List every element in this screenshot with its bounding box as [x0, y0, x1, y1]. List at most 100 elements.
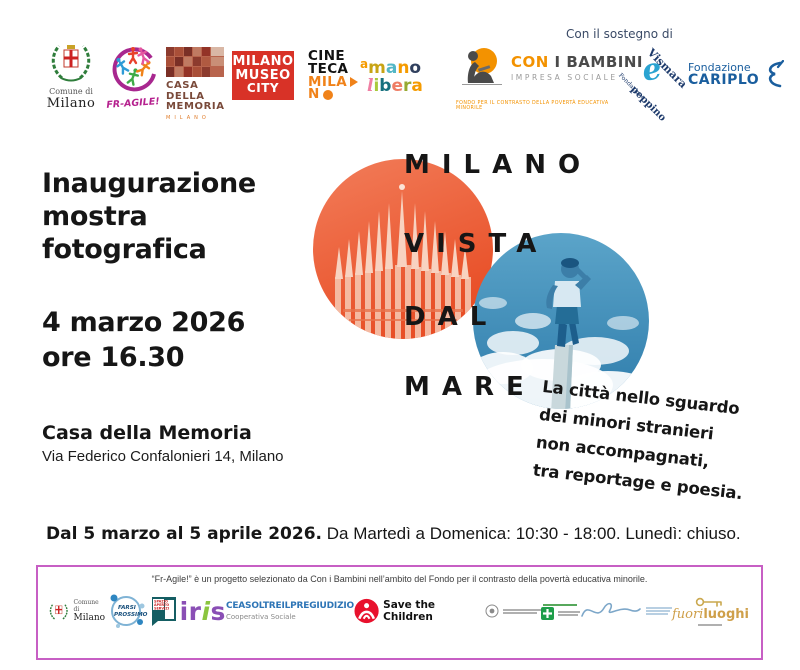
casa-memoria-line1: CASA DELLA — [166, 80, 205, 102]
duomo-red-circle-image — [313, 159, 493, 339]
comune-label-line1: Comune di — [49, 87, 93, 96]
signature-text-bar — [645, 613, 668, 615]
footer-logo-ceas: CEASOLTREILPREGIUDIZIO Cooperativa Socia… — [226, 601, 354, 621]
cineteca-line1: CINE — [308, 48, 346, 64]
fuoriluoghi-part1: fuori — [671, 606, 704, 622]
title-word-mare: MARE — [404, 372, 536, 402]
iris-part2: i — [201, 596, 211, 626]
museocity-line2: MUSEO — [235, 67, 291, 83]
farsi-prossimo-icon: FARSI PROSSIMO — [110, 594, 148, 628]
signature-text-bar — [645, 607, 672, 609]
logo-comune-di-milano: Comune di Milano — [42, 40, 100, 111]
cineteca-circle-icon — [322, 89, 333, 100]
support-label: Con il sostegno di — [566, 27, 673, 41]
amano-letter: i — [373, 75, 380, 96]
regione-cross-icon — [540, 606, 554, 620]
fuoriluoghi-text-bar — [698, 623, 723, 626]
conibambini-word1: CON — [511, 53, 549, 71]
museocity-line1: MILANO — [232, 54, 294, 69]
conibambini-footnote: FONDO PER IL CONTRASTO DELLA POVERTÀ EDU… — [456, 101, 609, 111]
footer-logo-iris: iris — [180, 599, 226, 624]
fr-agile-label: FR-AGILE! — [106, 96, 160, 111]
save-the-children-icon — [354, 598, 379, 624]
schedule-hours: Da Martedì a Domenica: 10:30 - 18:00. Lu… — [322, 524, 741, 543]
vismara-peppino: peppino — [628, 84, 668, 124]
amano-letter: b — [379, 75, 392, 96]
opening-schedule: Dal 5 marzo al 5 aprile 2026. Da Martedì… — [46, 524, 741, 544]
con-i-bambini-child-icon — [462, 48, 502, 85]
heading-line3: fotografica — [42, 233, 207, 265]
key-icon — [696, 597, 723, 607]
title-word-vista: VISTA — [404, 229, 549, 259]
duomo-illustration-icon — [313, 159, 493, 339]
cineteca-triangle-icon — [350, 77, 359, 88]
footer-logo-regione-badge — [540, 603, 580, 620]
signature-icon — [581, 602, 641, 617]
spazio-line3: SERVIZI — [154, 607, 169, 611]
logo-casa-della-memoria: CASA DELLA MEMORIA MILANO — [166, 47, 224, 121]
amano-letter: r — [403, 75, 412, 96]
cineteca-line2: TECA — [308, 60, 349, 77]
ceas-subtitle: Cooperativa Sociale — [225, 613, 296, 621]
amano-letter: a — [385, 58, 398, 78]
partners-box: “Fr-Agile!” è un progetto selezionato da… — [36, 565, 763, 660]
logo-fr-agile: FR-AGILE! — [102, 44, 164, 111]
footer-logo-fondazione-badge — [485, 604, 541, 618]
event-date: 4 marzo 2026 — [42, 307, 246, 338]
boy-sky-photo-icon — [473, 233, 649, 409]
amano-letter: m — [368, 58, 386, 78]
iris-part1: ir — [179, 596, 202, 626]
casa-memoria-line3: MILANO — [166, 114, 210, 121]
comune-milano-crest-icon — [51, 44, 91, 82]
conibambini-word2: I BAMBINI — [548, 53, 643, 71]
farsi-line2: PROSSIMO — [114, 612, 148, 618]
comune-milano-small-icon — [49, 603, 68, 620]
museocity-line3: CITY — [246, 81, 280, 96]
tagline: La città nello sguardo dei minori strani… — [531, 373, 782, 511]
event-heading: Inaugurazione mostra fotografica — [42, 168, 256, 267]
amano-letter: a — [411, 75, 423, 96]
footer-logo-save-the-children: Save the Children — [354, 598, 485, 624]
amano-letter: l — [367, 75, 374, 96]
fuoriluoghi-part2: luoghi — [703, 606, 749, 622]
fondazione-text-bar — [502, 611, 537, 614]
casa-memoria-line2: MEMORIA — [166, 101, 225, 112]
ceas-name: CEASOLTREILPREGIUDIZIO — [225, 601, 354, 611]
regione-text-bar — [557, 610, 580, 613]
amano-letter: o — [409, 58, 422, 78]
footer-comune-line1: Comune di — [73, 599, 99, 613]
footer-logo-spazio-aperto-servizi: SPAZIO APERTO SERVIZI — [148, 595, 180, 627]
logo-milano-museocity: MILANO MUSEO CITY — [232, 51, 294, 100]
heading-line2: mostra — [42, 200, 148, 232]
event-time: ore 16.30 — [42, 341, 185, 373]
comune-label-line2: Milano — [46, 96, 96, 111]
footer-comune-line2: Milano — [73, 613, 106, 623]
cineteca-line4: N — [308, 86, 320, 103]
project-note: “Fr-Agile!” è un progetto selezionato da… — [151, 574, 648, 584]
logo-con-i-bambini: CON I BAMBINI IMPRESA SOCIALE — [458, 45, 643, 89]
amano-letter: e — [391, 75, 403, 96]
footer-logo-signature — [580, 598, 672, 624]
footer-logo-comune: Comune di Milano — [48, 599, 106, 623]
regione-text-bar — [557, 613, 578, 616]
cariplo-glyph-icon — [769, 60, 785, 88]
cariplo-line2: CARIPLO — [688, 72, 760, 89]
conibambini-subtitle: IMPRESA SOCIALE — [511, 73, 618, 82]
spazio-aperto-servizi-icon: SPAZIO APERTO SERVIZI — [151, 597, 176, 626]
signature-text-bar — [645, 610, 670, 612]
schedule-dates: Dal 5 marzo al 5 aprile 2026. — [46, 524, 323, 544]
logo-fondazione-peppino-vismara: Vismara Fondazione peppino e — [617, 44, 696, 124]
iris-part3: s — [210, 596, 226, 626]
fr-agile-figures-icon — [112, 44, 156, 92]
fondazione-text-bar — [502, 608, 541, 611]
heading-line1: Inaugurazione — [42, 168, 256, 199]
footer-logo-farsi-prossimo: FARSI PROSSIMO — [106, 592, 148, 630]
event-datetime: 4 marzo 2026 ore 16.30 — [42, 306, 245, 375]
spazio-line1: SPAZIO — [154, 600, 168, 604]
casa-memoria-mosaic-icon — [166, 47, 224, 77]
title-word-dal: DAL — [404, 302, 499, 332]
footer-logo-fuoriluoghi: fuoriluoghi — [672, 596, 749, 627]
save-the-children-label: Save the Children — [383, 599, 436, 623]
logo-a-mano-libera: amano libera — [360, 58, 423, 96]
